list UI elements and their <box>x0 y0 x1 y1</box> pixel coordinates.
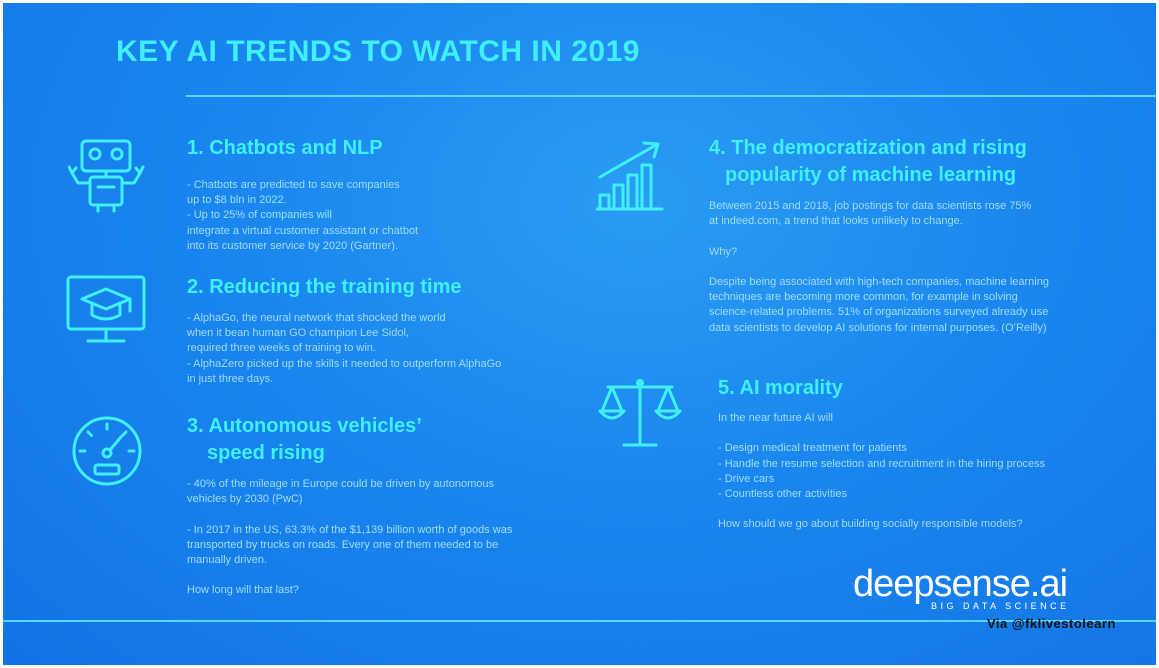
growth-chart-icon <box>596 139 668 211</box>
graduation-monitor-icon <box>66 275 146 347</box>
section-3-title: 3. Autonomous vehicles’ speed rising <box>187 415 422 464</box>
section-2-body: - AlphaGo, the neural network that shock… <box>187 312 502 385</box>
source-credit: Via @fklivestolearn <box>987 616 1116 631</box>
title-divider <box>186 95 1156 97</box>
section-5-title: 5. AI morality <box>718 377 843 399</box>
scales-icon <box>598 377 682 449</box>
section-4-body: Between 2015 and 2018, job postings for … <box>709 200 1049 334</box>
page-title: KEY AI TRENDS TO WATCH IN 2019 <box>116 35 640 68</box>
section-1-title: 1. Chatbots and NLP <box>187 137 383 159</box>
speedometer-icon <box>71 415 143 487</box>
section-3-body: - 40% of the mileage in Europe could be … <box>187 478 513 597</box>
section-4-title: 4. The democratization and rising popula… <box>709 137 1027 186</box>
section-2-title: 2. Reducing the training time <box>187 276 462 298</box>
footer-divider <box>3 620 1156 622</box>
section-1-body: - Chatbots are predicted to save compani… <box>187 179 419 252</box>
logo-wordmark: deepsense.ai <box>853 563 1068 605</box>
section-5-body: In the near future AI will - Design medi… <box>718 412 1046 531</box>
logo-tagline: BIG DATA SCIENCE <box>931 601 1070 611</box>
robot-icon <box>68 137 146 213</box>
deepsense-logo: deepsense.ai BIG DATA SCIENCE <box>853 563 1083 613</box>
infographic-poster: KEY AI TRENDS TO WATCH IN 2019 1. Chatbo… <box>3 3 1156 665</box>
